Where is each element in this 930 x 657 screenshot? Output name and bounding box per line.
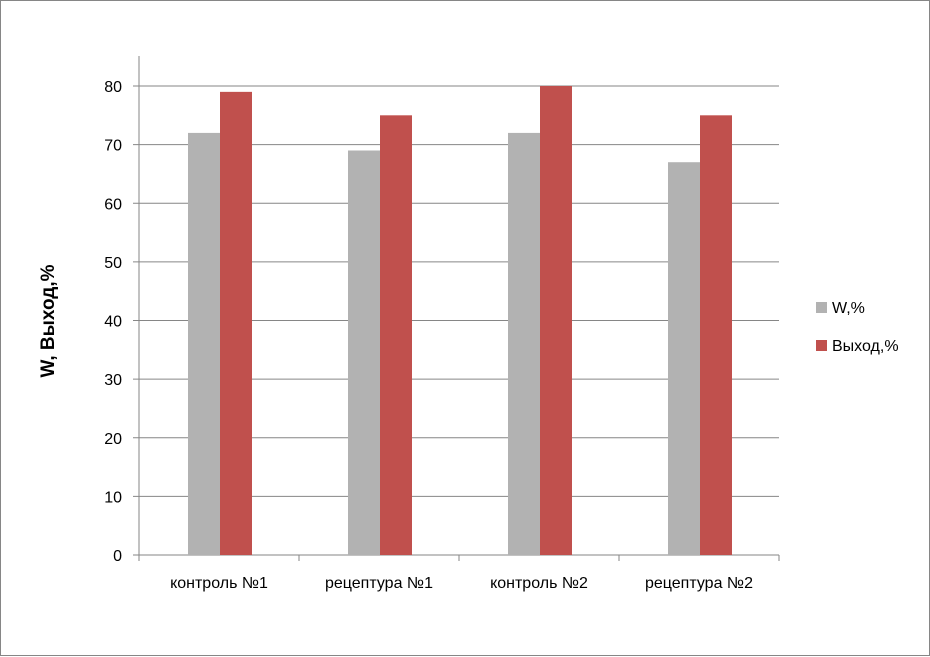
x-category-label: контроль №1 [170,575,268,592]
y-tick-label: 20 [104,431,122,448]
x-category-label: рецептура №1 [325,575,433,592]
legend-label: Выход,% [832,338,899,355]
bar-w [508,132,540,555]
y-tick-label: 0 [113,548,122,565]
y-tick-label: 60 [104,196,122,213]
legend-swatch [816,340,827,351]
bar-w [668,162,700,555]
bar-w [348,150,380,556]
y-tick-label: 30 [104,372,122,389]
y-tick-label: 70 [104,138,122,155]
legend-swatch [816,302,827,313]
bar-w [188,132,220,555]
bar-vykhod [700,115,732,555]
x-category-label: контроль №2 [490,575,588,592]
legend-label: W,% [832,300,865,317]
x-category-label: рецептура №2 [645,575,753,592]
y-tick-label: 80 [104,79,122,96]
y-axis-label: W, Выход,% [38,264,59,377]
y-tick-label: 50 [104,255,122,272]
y-tick-label: 10 [104,489,122,506]
bar-vykhod [220,91,252,556]
y-tick-label: 40 [104,314,122,331]
bar-vykhod [380,115,412,555]
bar-vykhod [540,86,572,555]
